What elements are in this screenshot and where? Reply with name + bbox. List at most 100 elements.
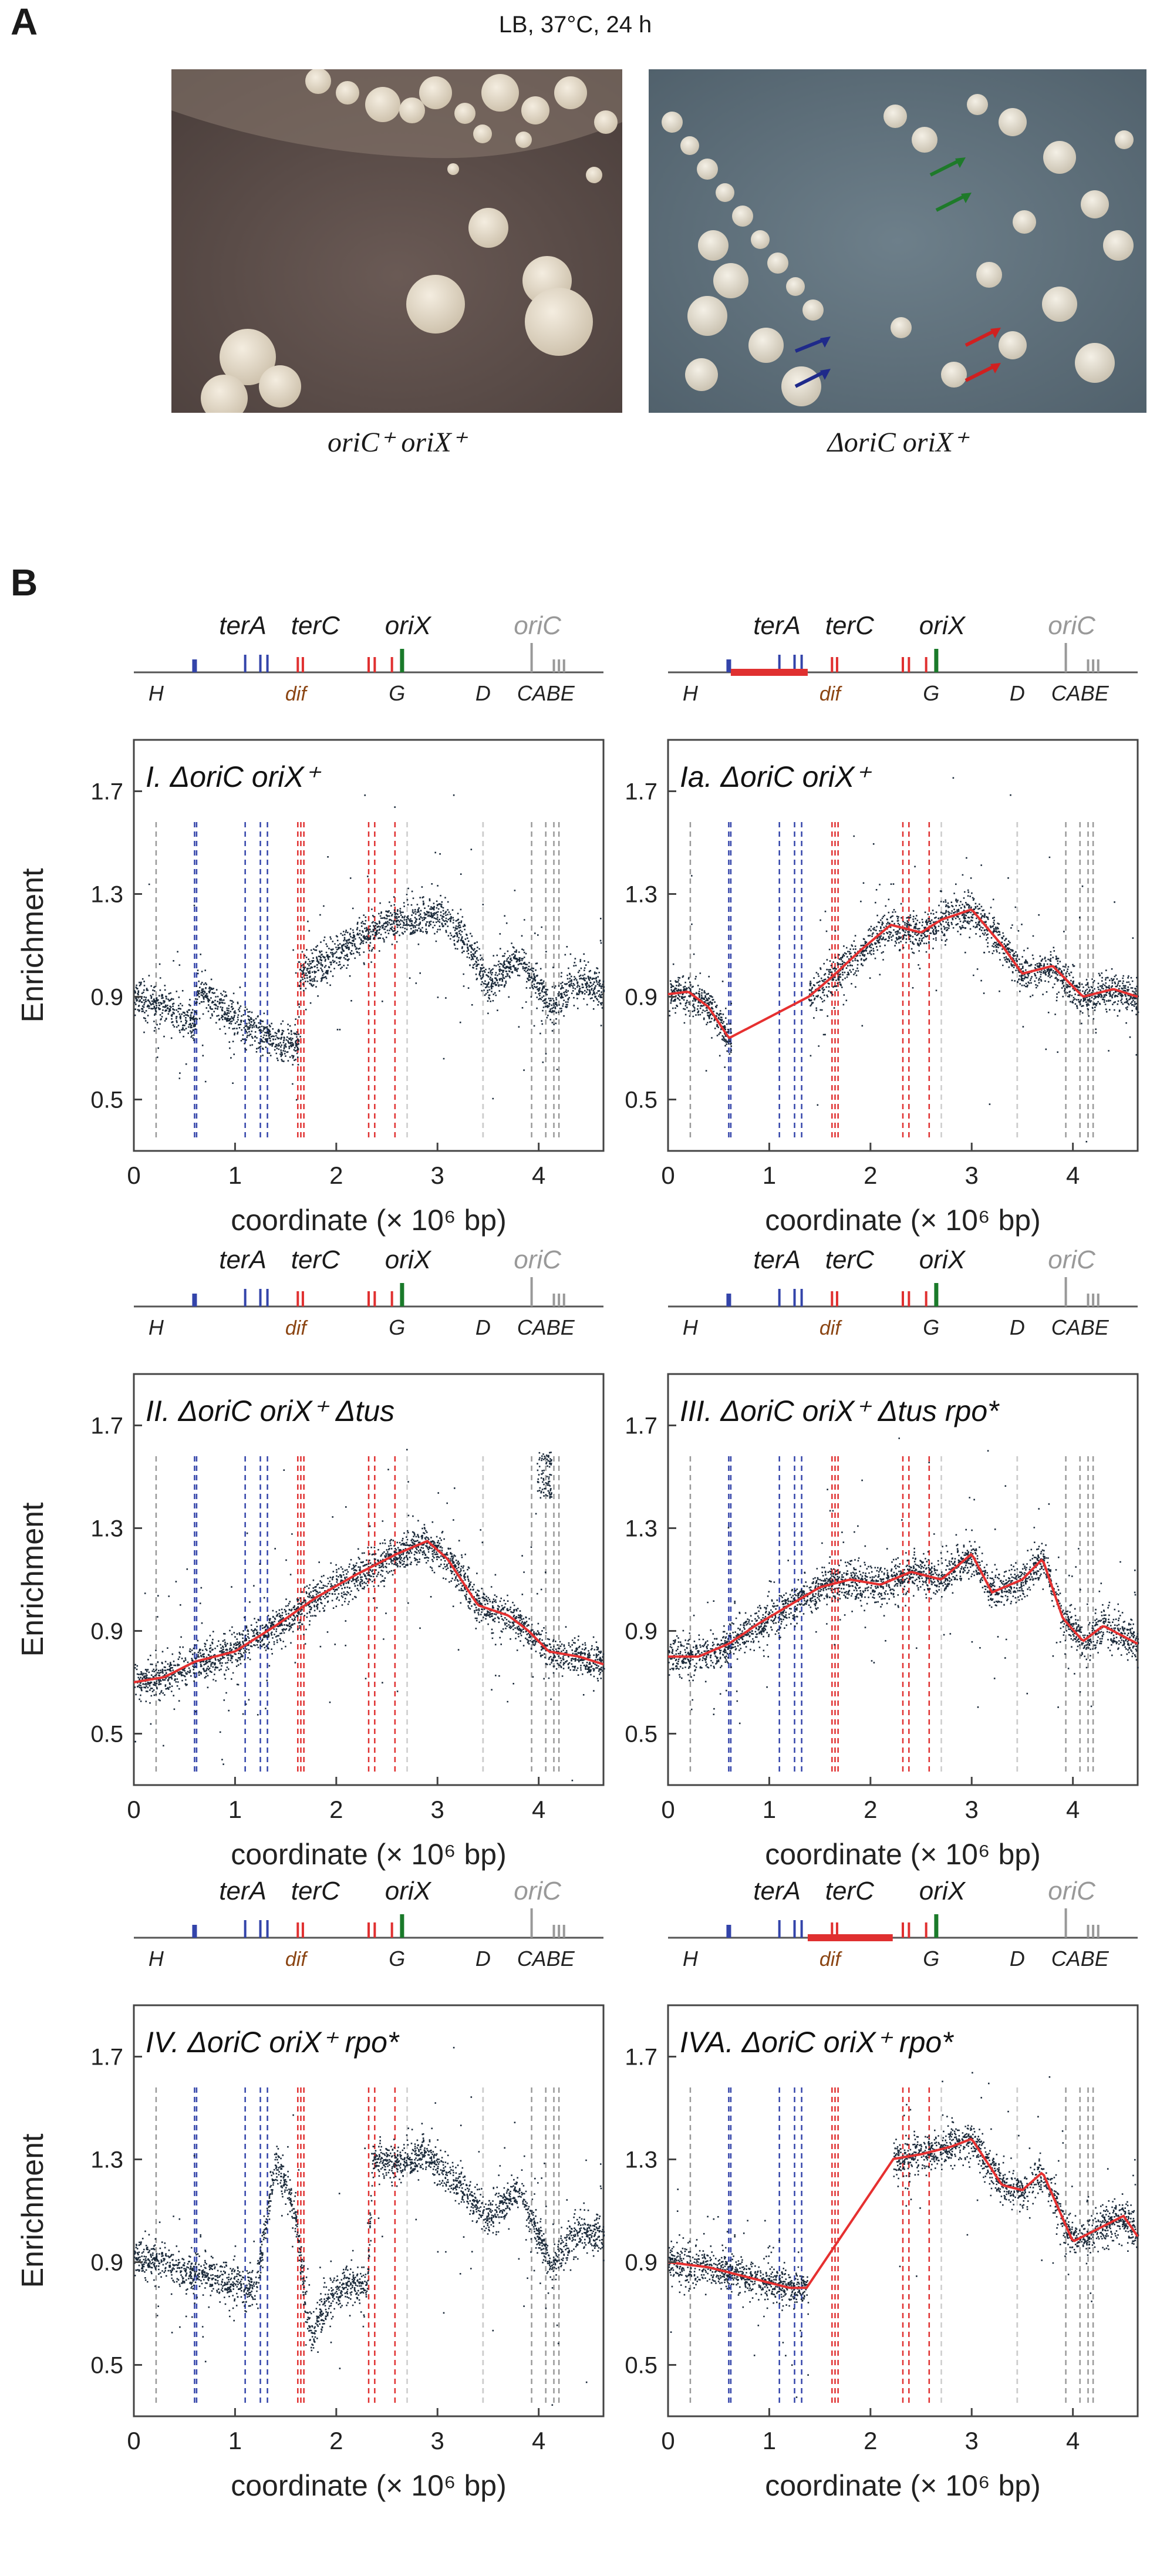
fit-line (667, 908, 1138, 1039)
locus-label-terA: terA (219, 611, 267, 640)
photo-caption-mutant: ΔoriC oriX⁺ (827, 427, 968, 458)
x-tick-label: 1 (228, 1796, 242, 1823)
y-axis-label: Enrichment (16, 1502, 50, 1657)
locus-label-oriC: oriC (514, 1245, 562, 1274)
y-tick-label: 0.5 (625, 1722, 657, 1747)
x-tick-label: 1 (228, 2427, 242, 2454)
locus-label-terC: terC (291, 611, 340, 640)
map-label-CABE: CABE (517, 1947, 575, 1971)
y-tick-label: 1.3 (90, 2147, 123, 2173)
map-label-H: H (149, 1315, 164, 1339)
map-label-D: D (475, 681, 491, 705)
x-tick-label: 3 (965, 2427, 979, 2454)
map-label-G: G (923, 1947, 939, 1971)
map-label-G: G (389, 1315, 405, 1339)
genome-map: terA terC oriX oriC H dif G D CABE (134, 1877, 603, 1971)
plot-area: I. ΔoriC oriX⁺ 0.5 0.9 1.3 1.7 0 1 2 3 4 (90, 739, 605, 1189)
map-label-CABE: CABE (517, 1315, 575, 1339)
x-axis-label: coordinate (× 10⁶ bp) (231, 2469, 506, 2502)
locus-label-oriX: oriX (385, 1245, 432, 1274)
colony-photo-wildtype (171, 69, 622, 413)
x-tick-label: 2 (864, 2427, 877, 2454)
locus-label-oriX: oriX (919, 1245, 966, 1274)
map-label-dif: dif (819, 683, 842, 705)
chart-0: terA terC oriX oriC H dif G D CABE I. ΔoriC oriX⁺… (16, 611, 605, 1237)
map-label-H: H (683, 681, 699, 705)
locus-label-oriC: oriC (514, 611, 562, 640)
scatter-point-set (134, 794, 605, 1101)
map-label-CABE: CABE (1051, 681, 1109, 705)
chart-4: terA terC oriX oriC H dif G D CABE IV. ΔoriC oriX… (16, 1877, 605, 2502)
y-tick-label: 1.7 (625, 779, 657, 805)
photo-caption-wildtype: oriC⁺ oriX⁺ (327, 427, 467, 458)
locus-label-oriX: oriX (385, 1877, 432, 1905)
chart-title: I. ΔoriC oriX⁺ (146, 760, 322, 793)
locus-label-terC: terC (825, 611, 875, 640)
x-tick-label: 3 (965, 1161, 979, 1189)
x-tick-label: 0 (127, 2427, 140, 2454)
colony-photo-mutant (649, 69, 1146, 413)
y-tick-label: 1.3 (625, 2147, 657, 2173)
chart-title: Ia. ΔoriC oriX⁺ (680, 760, 872, 793)
x-tick-label: 2 (329, 1796, 343, 1823)
plot-area: IVA. ΔoriC oriX⁺ rpo* 0.5 0.9 1.3 1.7 0 1 2 3 4 (625, 2004, 1139, 2454)
y-tick-label: 1.7 (90, 1413, 123, 1439)
x-tick-label: 4 (1066, 1161, 1080, 1189)
x-tick-label: 0 (661, 2427, 675, 2454)
y-tick-label: 0.9 (90, 985, 123, 1011)
x-axis-label: coordinate (× 10⁶ bp) (765, 2469, 1040, 2502)
locus-label-terA: terA (753, 611, 801, 640)
x-tick-label: 4 (1066, 1796, 1080, 1823)
panel-letter-a: A (11, 1, 38, 43)
map-label-D: D (1010, 1947, 1025, 1971)
map-label-D: D (475, 1947, 491, 1971)
locus-label-oriX: oriX (919, 1877, 966, 1905)
y-tick-label: 1.7 (90, 2045, 123, 2070)
x-axis-label: coordinate (× 10⁶ bp) (231, 1204, 506, 1237)
locus-label-oriC: oriC (1048, 611, 1096, 640)
locus-label-oriX: oriX (385, 611, 432, 640)
locus-label-terA: terA (219, 1245, 267, 1274)
y-tick-label: 0.9 (625, 2250, 657, 2276)
locus-label-terC: terC (291, 1877, 340, 1905)
plot-area: Ia. ΔoriC oriX⁺ 0.5 0.9 1.3 1.7 0 1 2 3 4 (625, 739, 1139, 1189)
y-tick-label: 1.7 (90, 779, 123, 805)
chart-title: II. ΔoriC oriX⁺ Δtus (146, 1395, 394, 1427)
chart-1: terA terC oriX oriC H dif G D CABE Ia. ΔoriC oriX… (625, 611, 1139, 1237)
y-axis-label: Enrichment (16, 2133, 50, 2288)
y-tick-label: 1.7 (625, 1413, 657, 1439)
locus-label-oriC: oriC (1048, 1245, 1096, 1274)
plot-area: III. ΔoriC oriX⁺ Δtus rpo* 0.5 0.9 1.3 1.7 0 1… (625, 1373, 1139, 1823)
y-tick-label: 0.5 (625, 1087, 657, 1113)
y-tick-label: 0.5 (90, 1087, 123, 1113)
scatter-points (134, 794, 605, 1101)
y-tick-label: 0.5 (625, 2353, 657, 2379)
y-tick-label: 1.3 (90, 882, 123, 908)
locus-label-terC: terC (291, 1245, 340, 1274)
x-axis-label: coordinate (× 10⁶ bp) (765, 1838, 1040, 1871)
x-tick-label: 0 (127, 1161, 140, 1189)
map-label-CABE: CABE (1051, 1947, 1109, 1971)
fit-line (133, 1540, 604, 1683)
map-label-CABE: CABE (517, 681, 575, 705)
map-label-H: H (149, 681, 164, 705)
x-tick-label: 0 (661, 1796, 675, 1823)
x-tick-label: 3 (431, 2427, 444, 2454)
x-tick-label: 4 (532, 2427, 545, 2454)
map-label-D: D (1010, 681, 1025, 705)
y-tick-label: 0.9 (90, 1619, 123, 1645)
map-label-H: H (683, 1947, 699, 1971)
scatter-points (134, 2046, 605, 2406)
locus-label-terC: terC (825, 1245, 875, 1274)
x-tick-label: 1 (763, 1796, 776, 1823)
y-tick-label: 0.9 (90, 2250, 123, 2276)
scatter-points (668, 1437, 1139, 1725)
fit-line (668, 1553, 1138, 1658)
y-tick-label: 0.9 (625, 985, 657, 1011)
x-tick-label: 4 (1066, 2427, 1080, 2454)
locus-label-oriC: oriC (1048, 1877, 1096, 1905)
y-axis-label: Enrichment (16, 868, 50, 1023)
x-tick-label: 3 (431, 1796, 444, 1823)
x-axis-label: coordinate (× 10⁶ bp) (765, 1204, 1040, 1237)
x-tick-label: 1 (763, 1161, 776, 1189)
